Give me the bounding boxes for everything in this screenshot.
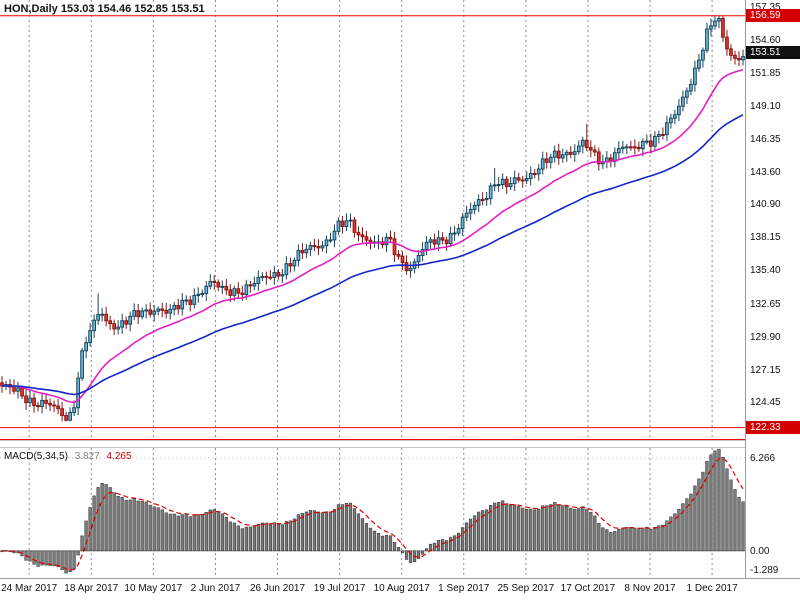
price-axis-label: 151.85 bbox=[750, 67, 781, 79]
price-axis-label: 154.60 bbox=[750, 34, 781, 46]
date-label: 26 Jun 2017 bbox=[249, 583, 306, 594]
price-badge-resistance: 156.59 bbox=[746, 8, 800, 22]
date-label: 1 Sep 2017 bbox=[438, 583, 490, 594]
macd-axis-label: 6.266 bbox=[750, 452, 776, 464]
price-axis-label: 157.35 bbox=[750, 1, 781, 13]
price-axis-label: 138.15 bbox=[750, 232, 781, 244]
price-axis-label: 124.45 bbox=[750, 397, 781, 409]
price-chart[interactable]: HON,Daily 153.03 154.46 152.85 153.51 bbox=[0, 0, 745, 440]
price-badge-last-price: 153.51 bbox=[746, 45, 800, 59]
date-label: 17 Oct 2017 bbox=[560, 583, 616, 594]
price-axis-label: 127.15 bbox=[750, 364, 781, 376]
chart-title: HON,Daily 153.03 154.46 152.85 153.51 bbox=[4, 3, 205, 15]
date-label: 18 Apr 2017 bbox=[64, 583, 119, 594]
price-badge-support: 122.33 bbox=[746, 420, 800, 434]
date-label: 1 Dec 2017 bbox=[686, 583, 738, 594]
date-label: 8 Nov 2017 bbox=[624, 583, 676, 594]
price-axis[interactable]: 157.35 154.60 151.85 149.10 146.35 143.60 140.… bbox=[745, 0, 800, 578]
date-label: 2 Jun 2017 bbox=[190, 583, 241, 594]
date-label: 24 Mar 2017 bbox=[1, 583, 58, 594]
macd-value: 3.827 bbox=[74, 451, 100, 462]
macd-indicator-name: MACD(5,34,5) bbox=[4, 451, 68, 462]
window-separator[interactable] bbox=[0, 440, 800, 448]
chart-title-text: HON,Daily 153.03 154.46 152.85 153.51 bbox=[4, 3, 205, 15]
macd-panel[interactable]: MACD(5,34,5) 3.827 4.265 bbox=[0, 448, 745, 578]
price-axis-label: 149.10 bbox=[750, 100, 781, 112]
macd-canvas[interactable] bbox=[0, 448, 745, 578]
price-axis-label: 143.60 bbox=[750, 166, 781, 178]
date-label: 19 Jul 2017 bbox=[313, 583, 366, 594]
price-chart-canvas[interactable] bbox=[0, 0, 745, 440]
date-label: 10 May 2017 bbox=[124, 583, 183, 594]
macd-axis-label: 0.00 bbox=[750, 545, 770, 557]
macd-axis-label: -1.289 bbox=[750, 564, 779, 576]
price-axis-label: 129.90 bbox=[750, 331, 781, 343]
price-axis-label: 135.40 bbox=[750, 265, 781, 277]
time-axis[interactable]: 24 Mar 2017 18 Apr 2017 10 May 2017 2 Jun 2… bbox=[0, 578, 800, 600]
price-axis-label: 140.90 bbox=[750, 199, 781, 211]
price-axis-label: 146.35 bbox=[750, 133, 781, 145]
macd-signal-value: 4.265 bbox=[106, 451, 132, 462]
price-axis-label: 132.65 bbox=[750, 298, 781, 310]
date-label: 25 Sep 2017 bbox=[497, 583, 555, 594]
date-label: 10 Aug 2017 bbox=[373, 583, 430, 594]
macd-label: MACD(5,34,5) 3.827 4.265 bbox=[4, 451, 132, 462]
